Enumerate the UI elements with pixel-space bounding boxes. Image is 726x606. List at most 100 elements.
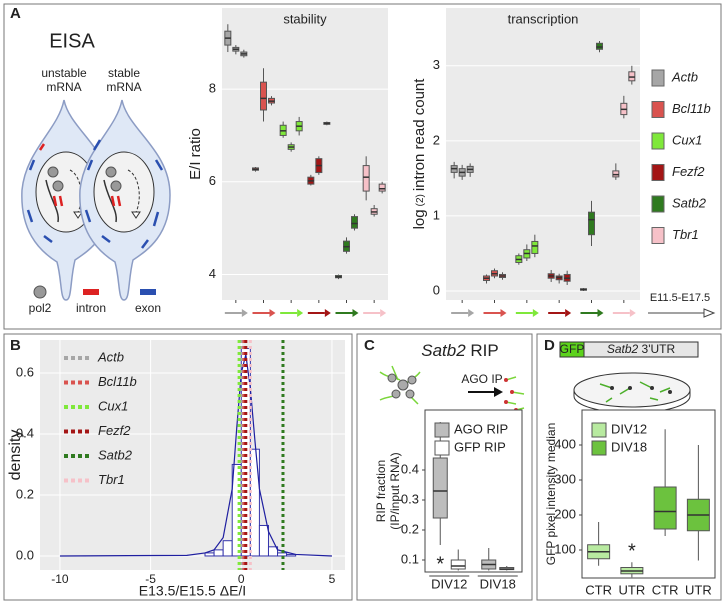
legend-label: exon — [135, 301, 161, 315]
y-tick-label: 2 — [433, 132, 440, 147]
y-tick-label: 200 — [554, 506, 576, 521]
group-arrowhead — [241, 309, 248, 317]
legend-swatch — [651, 101, 665, 118]
legend-swatch — [434, 422, 450, 438]
box — [653, 486, 677, 530]
eisa-title: EISA — [49, 30, 95, 52]
legend-label: Bcl11b — [672, 101, 711, 116]
chart-title: transcription — [508, 11, 579, 26]
significance-mark: * — [628, 541, 636, 563]
box — [362, 165, 370, 192]
y-tick-label: 0.1 — [401, 551, 419, 566]
y-tick-label: 0.6 — [16, 364, 34, 379]
y-tick-label: 0.0 — [16, 547, 34, 562]
y-tick-label: 0.4 — [401, 461, 419, 476]
legend-swatch — [651, 195, 665, 213]
histogram-bar — [286, 553, 297, 557]
legend-label: AGO RIP — [454, 421, 508, 436]
histogram-bar — [277, 552, 288, 557]
panel-title: Satb2 RIP — [421, 341, 499, 360]
y-tick-label: 0.2 — [16, 486, 34, 501]
histogram-bar — [204, 552, 215, 557]
x-tick-label: -5 — [145, 572, 156, 586]
histogram-bar — [213, 549, 224, 557]
x-tick-label: 0 — [238, 572, 245, 586]
y-axis-label-part: intron read count — [411, 78, 428, 191]
legend-label: Cux1 — [672, 132, 702, 147]
diagram-label: AGO IP — [461, 372, 502, 386]
x-tick-label: CTR — [585, 582, 612, 597]
legend-label: Actb — [671, 69, 698, 84]
group-arrowhead — [269, 309, 276, 317]
legend-label: Satb2 — [98, 447, 133, 462]
group-arrowhead — [500, 309, 507, 317]
panel-d-frame — [536, 333, 722, 601]
legend-label: pol2 — [29, 301, 52, 315]
title-text: RIP — [470, 341, 498, 360]
y-axis-label: (IP/input RNA) — [388, 452, 402, 529]
panel-b-frame — [3, 333, 353, 601]
y-axis-label-part: log — [411, 209, 428, 229]
legend-swatch — [651, 132, 665, 150]
x-tick-label: UTR — [619, 582, 646, 597]
y-axis-label: E/I ratio — [187, 128, 204, 180]
box — [596, 42, 603, 50]
y-tick-label: 0.2 — [401, 521, 419, 536]
panel-label: B — [10, 337, 21, 354]
legend-pol2 — [33, 285, 47, 299]
dish — [573, 372, 691, 414]
y-axis-label-part: (2) — [415, 194, 426, 206]
x-axis-label: E13.5/E15.5 ΔE/I — [139, 583, 246, 599]
group-arrowhead — [380, 309, 387, 317]
y-tick-label: 0.4 — [16, 425, 34, 440]
y-tick-label: 0.3 — [401, 491, 419, 506]
y-tick-label: 3 — [433, 57, 440, 72]
y-axis-label: log (2) intron read count — [411, 78, 428, 230]
legend-swatch — [591, 440, 607, 456]
x-tick-label: CTR — [652, 582, 679, 597]
legend-label: DIV12 — [611, 421, 647, 436]
legend-exon — [140, 289, 156, 295]
group-arrowhead — [352, 309, 359, 317]
panel-c-frame — [356, 333, 533, 601]
group-arrowhead — [297, 309, 304, 317]
box — [628, 71, 636, 82]
box — [588, 211, 595, 236]
cell — [79, 99, 171, 301]
panel-label: A — [10, 5, 21, 22]
construct-part: 3'UTR — [642, 342, 676, 356]
group-arrowhead — [532, 309, 539, 317]
box — [351, 216, 358, 229]
cell-label: mRNA — [106, 80, 141, 94]
x-tick-label: UTR — [685, 582, 712, 597]
legend-label: Cux1 — [98, 398, 128, 413]
cell-label: mRNA — [46, 80, 81, 94]
y-tick-label: 1 — [433, 207, 440, 222]
y-axis-label: density — [7, 430, 24, 481]
legend-swatch — [591, 422, 607, 438]
legend-label: Tbr1 — [98, 472, 125, 487]
legend-label: Tbr1 — [672, 227, 699, 242]
construct-label: Satb2 3'UTR — [607, 342, 676, 356]
box — [260, 81, 267, 111]
y-tick-label: 4 — [209, 266, 216, 281]
y-axis-label: RIP fraction — [374, 460, 388, 522]
legend-swatch — [651, 69, 665, 87]
construct-label: GFP — [560, 342, 585, 356]
legend-label: DIV18 — [611, 439, 647, 454]
legend-swatch — [651, 164, 665, 181]
legend-label: Actb — [97, 349, 124, 364]
legend-swatch — [651, 227, 665, 244]
arrow-label: E11.5-E17.5 — [650, 292, 710, 304]
group-arrowhead — [629, 309, 636, 317]
histogram-bar — [222, 540, 233, 557]
group-arrowhead — [324, 309, 331, 317]
cell-label: unstable — [41, 66, 87, 80]
x-tick-label: DIV12 — [431, 576, 467, 591]
plot-background — [40, 340, 345, 570]
group-arrowhead — [468, 309, 475, 317]
legend-label: Bcl11b — [98, 374, 137, 389]
x-tick-label: -10 — [51, 572, 69, 586]
panel-label: D — [544, 337, 555, 354]
